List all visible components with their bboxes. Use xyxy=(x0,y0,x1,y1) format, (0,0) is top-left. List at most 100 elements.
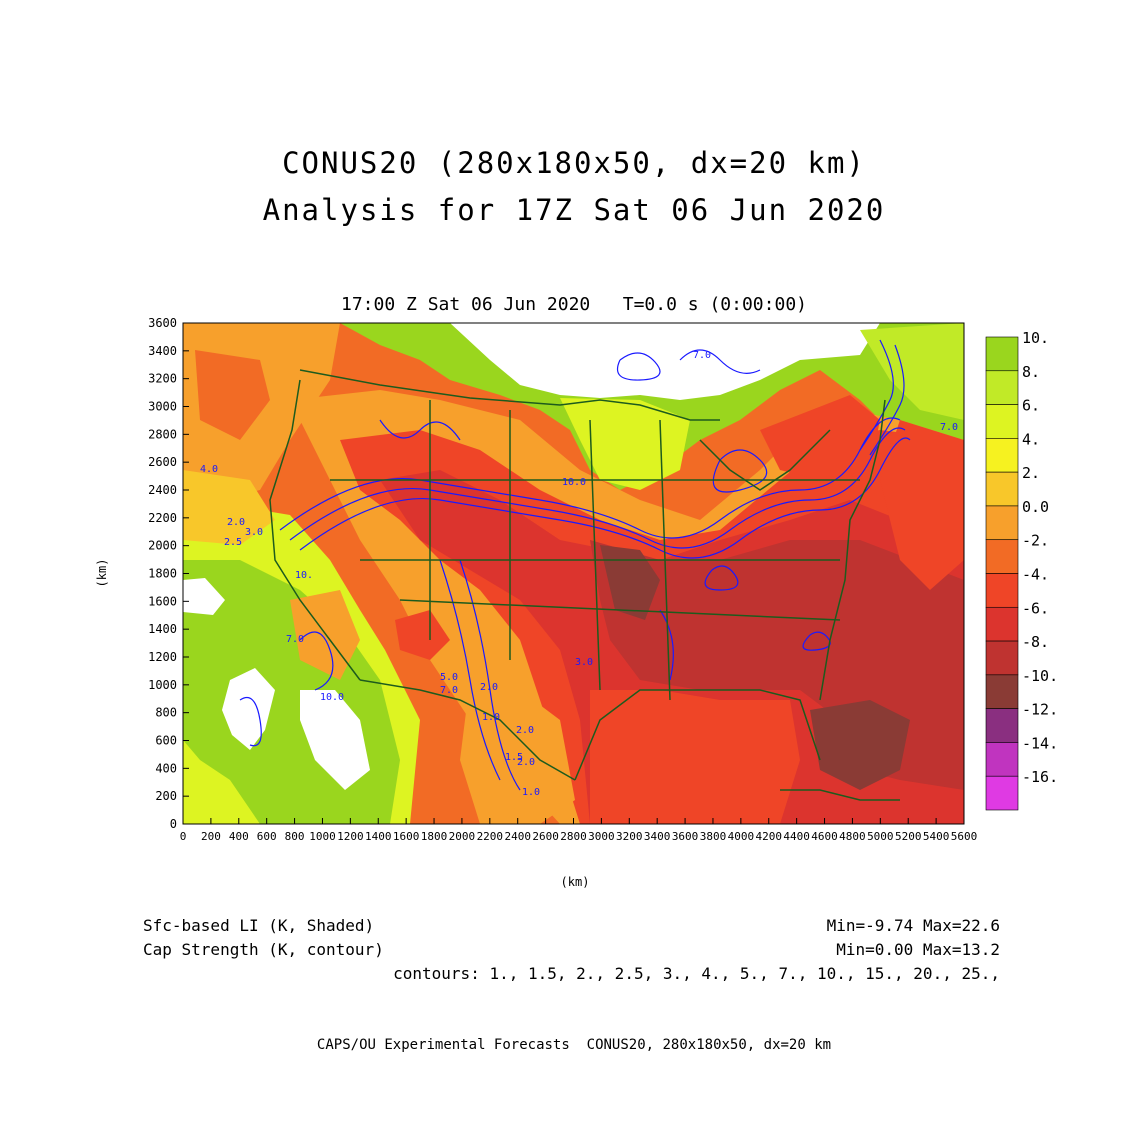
shade-hotspot xyxy=(395,610,450,660)
contour-11 xyxy=(299,631,334,691)
contour-label: 2.0 xyxy=(480,682,498,693)
west-coast xyxy=(269,379,361,681)
x-tick-label: 5200 xyxy=(895,830,922,843)
shade-min-brown xyxy=(600,545,660,620)
field1-label: Sfc-based LI (K, Shaded) xyxy=(143,916,375,935)
x-tick-label: 600 xyxy=(257,830,277,843)
x-tick-label: 1600 xyxy=(393,830,420,843)
colorbar-swatch xyxy=(985,404,1019,439)
contour-levels: contours: 1., 1.5, 2., 2.5, 3., 4., 5., … xyxy=(393,964,1000,983)
x-tick-label: 2400 xyxy=(504,830,531,843)
x-tick-label: 0 xyxy=(180,830,187,843)
y-tick-label: 2200 xyxy=(148,511,177,525)
y-tick-label: 1000 xyxy=(148,678,177,692)
contour-label: 2.5 xyxy=(224,537,242,548)
x-tick-label: 1000 xyxy=(309,830,336,843)
x-tick-label: 3200 xyxy=(616,830,643,843)
credit-line: CAPS/OU Experimental Forecasts CONUS20, … xyxy=(316,1037,832,1053)
colorbar-label: -4. xyxy=(1022,566,1049,584)
plot-time: 17:00 Z Sat 06 Jun 2020 T=0.0 s (0:00:00… xyxy=(341,294,807,315)
x-tick-label: 1800 xyxy=(421,830,448,843)
contour-label: 5.0 xyxy=(440,672,458,683)
y-tick-label: 800 xyxy=(155,706,177,720)
colorbar-label: -8. xyxy=(1022,633,1049,651)
cuba xyxy=(780,789,900,801)
colorbar-label: 6. xyxy=(1022,397,1040,415)
colorbar-label: 0.0 xyxy=(1022,498,1049,516)
colorbar-label: -12. xyxy=(1022,701,1058,719)
x-tick-label: 1400 xyxy=(365,830,392,843)
colorbar-swatch xyxy=(985,640,1019,676)
contour-label: 2.0 xyxy=(227,517,245,528)
x-tick-label: 3800 xyxy=(700,830,727,843)
contour-label: 7.0 xyxy=(693,350,711,361)
east-coast xyxy=(819,399,886,701)
field2-label: Cap Strength (K, contour) xyxy=(143,940,384,959)
colorbar-label: -10. xyxy=(1022,667,1058,685)
contour-9 xyxy=(439,559,501,781)
contour-label: 1.5 xyxy=(505,752,523,763)
contour-5 xyxy=(616,352,661,381)
contour-16 xyxy=(679,349,761,374)
contour-label: 7.0 xyxy=(286,634,304,645)
colorbar-label: 4. xyxy=(1022,430,1040,448)
shade-sw-white2 xyxy=(222,668,275,750)
y-tick-label: 1600 xyxy=(148,594,177,608)
contour-7 xyxy=(704,565,739,591)
shade-sw-white xyxy=(300,690,370,790)
x-tick-label: 2000 xyxy=(449,830,476,843)
contour-4 xyxy=(379,419,461,441)
colorbar-swatch xyxy=(985,674,1019,709)
x-tick-label: 3600 xyxy=(672,830,699,843)
x-tick-label: 3000 xyxy=(588,830,615,843)
x-tick-label: 2800 xyxy=(560,830,587,843)
colorbar-swatch xyxy=(985,370,1019,405)
axes: 0 200 400 600 800 1000 1200 1400 1600 1800 2000 220… xyxy=(148,316,977,843)
contour-label: 10.0 xyxy=(562,477,586,488)
colorbar-swatch xyxy=(985,336,1019,372)
y-tick-label: 3200 xyxy=(148,372,177,386)
shade-carib-brown xyxy=(810,700,910,790)
shade-west-white xyxy=(183,578,225,615)
colorbar-label: -2. xyxy=(1022,532,1049,550)
x-tick-label: 800 xyxy=(285,830,305,843)
y-tick-label: 2400 xyxy=(148,483,177,497)
colorbar-swatch xyxy=(985,438,1019,473)
x-tick-label: 4000 xyxy=(728,830,755,843)
contour-label: 2.0 xyxy=(516,725,534,736)
contour-labels: 7.0 7.0 10.0 10.0 4.0 2.5 3.0 2.0 5.0 7.… xyxy=(200,350,958,798)
y-tick-label: 3000 xyxy=(148,400,177,414)
y-tick-label: 2800 xyxy=(148,427,177,441)
shade-north-white xyxy=(450,323,880,400)
colorbar-swatch xyxy=(985,742,1019,777)
x-tick-label: 5600 xyxy=(951,830,978,843)
y-tick-label: 600 xyxy=(155,734,177,748)
shade-nw-red xyxy=(195,350,270,440)
shade-north-yellow xyxy=(560,398,690,490)
x-tick-label: 5000 xyxy=(867,830,894,843)
contour-label: 7.0 xyxy=(440,685,458,696)
contour-label: 10. xyxy=(295,570,313,581)
y-tick-label: 2600 xyxy=(148,455,177,469)
y-tick-label: 2000 xyxy=(148,539,177,553)
shade-ne-green xyxy=(860,323,964,420)
colorbar-label: -6. xyxy=(1022,599,1049,617)
contour-10 xyxy=(459,559,521,791)
shade-gulf xyxy=(590,690,800,824)
x-tick-label: 200 xyxy=(201,830,221,843)
mexico-border xyxy=(359,679,576,781)
x-tick-label: 4200 xyxy=(756,830,783,843)
y-tick-label: 3400 xyxy=(148,344,177,358)
shaded-field xyxy=(183,323,964,824)
colorbar-label: -14. xyxy=(1022,734,1058,752)
colorbar-swatch xyxy=(985,775,1019,811)
y-tick-label: 3600 xyxy=(148,316,177,330)
x-tick-label: 4800 xyxy=(839,830,866,843)
colorbar-swatch xyxy=(985,505,1019,541)
shade-tx-orange xyxy=(460,680,575,824)
shade-east-red xyxy=(880,420,964,590)
state-line-3 xyxy=(589,419,601,691)
contour-label: 3.0 xyxy=(245,527,263,538)
field1-stats: Min=-9.74 Max=22.6 xyxy=(826,916,1000,935)
y-tick-label: 0 xyxy=(170,817,177,831)
